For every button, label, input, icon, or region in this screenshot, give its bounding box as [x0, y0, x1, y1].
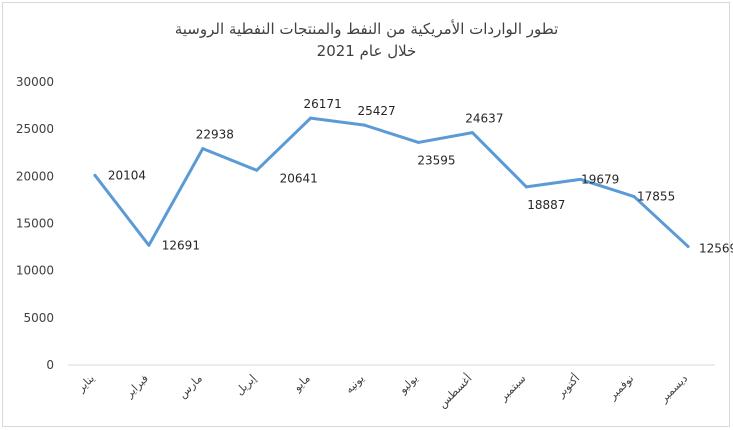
x-tick-label: مارس: [176, 372, 205, 401]
data-point: [363, 123, 367, 127]
chart-subtitle: خلال عام 2021: [316, 42, 417, 60]
data-label: 18887: [527, 198, 565, 212]
y-tick-label: 5000: [23, 311, 54, 325]
x-tick-label: فبراير: [122, 372, 151, 401]
data-point: [524, 185, 528, 189]
data-label: 19679: [581, 172, 619, 186]
x-tick-label: مايو: [290, 372, 313, 395]
x-tick-label: أكتوبر: [553, 371, 582, 400]
data-label: 23595: [417, 153, 455, 167]
data-label: 22938: [196, 128, 234, 142]
x-tick-label: يناير: [74, 372, 97, 395]
data-label: 12569: [699, 241, 733, 255]
data-point: [578, 177, 582, 181]
data-label: 17855: [637, 190, 675, 204]
y-tick-label: 10000: [16, 264, 54, 278]
data-point: [201, 147, 205, 151]
data-point: [470, 131, 474, 135]
y-tick-label: 30000: [16, 75, 54, 89]
data-point: [416, 140, 420, 144]
x-tick-label: يونيه: [343, 372, 367, 396]
data-label: 26171: [304, 97, 342, 111]
data-label: 20104: [108, 168, 146, 182]
data-point: [147, 243, 151, 247]
chart-title: تطور الواردات الأمريكية من النفط والمنتج…: [174, 20, 559, 38]
data-label: 20641: [280, 171, 318, 185]
data-label: 25427: [357, 104, 395, 118]
x-tick-label: سبتمبر: [496, 372, 528, 404]
data-point: [255, 168, 259, 172]
data-labels: 20104 12691 22938 20641 26171 25427 23595 24637…: [108, 97, 733, 255]
series-group: [93, 116, 690, 248]
y-tick-label: 15000: [16, 217, 54, 231]
x-axis: يناير فبراير مارس إبريل مايو يونيه يوليو أغسطس س…: [74, 371, 690, 410]
data-point: [93, 173, 97, 177]
y-tick-label: 25000: [16, 122, 54, 136]
x-tick-label: نوفمبر: [605, 372, 636, 403]
y-axis: 0 5000 10000 15000 20000 25000 30000: [16, 75, 54, 372]
y-tick-label: 0: [46, 358, 54, 372]
x-tick-label: إبريل: [233, 372, 259, 398]
data-point: [686, 244, 690, 248]
x-tick-label: ديسمبر: [657, 372, 691, 406]
data-label: 24637: [465, 112, 503, 126]
series-line: [93, 116, 690, 248]
data-point: [309, 116, 313, 120]
data-point: [632, 195, 636, 199]
x-tick-label: يوليو: [396, 372, 421, 397]
x-tick-label: أغسطس: [435, 371, 474, 410]
data-label: 12691: [162, 238, 200, 252]
y-tick-label: 20000: [16, 169, 54, 183]
